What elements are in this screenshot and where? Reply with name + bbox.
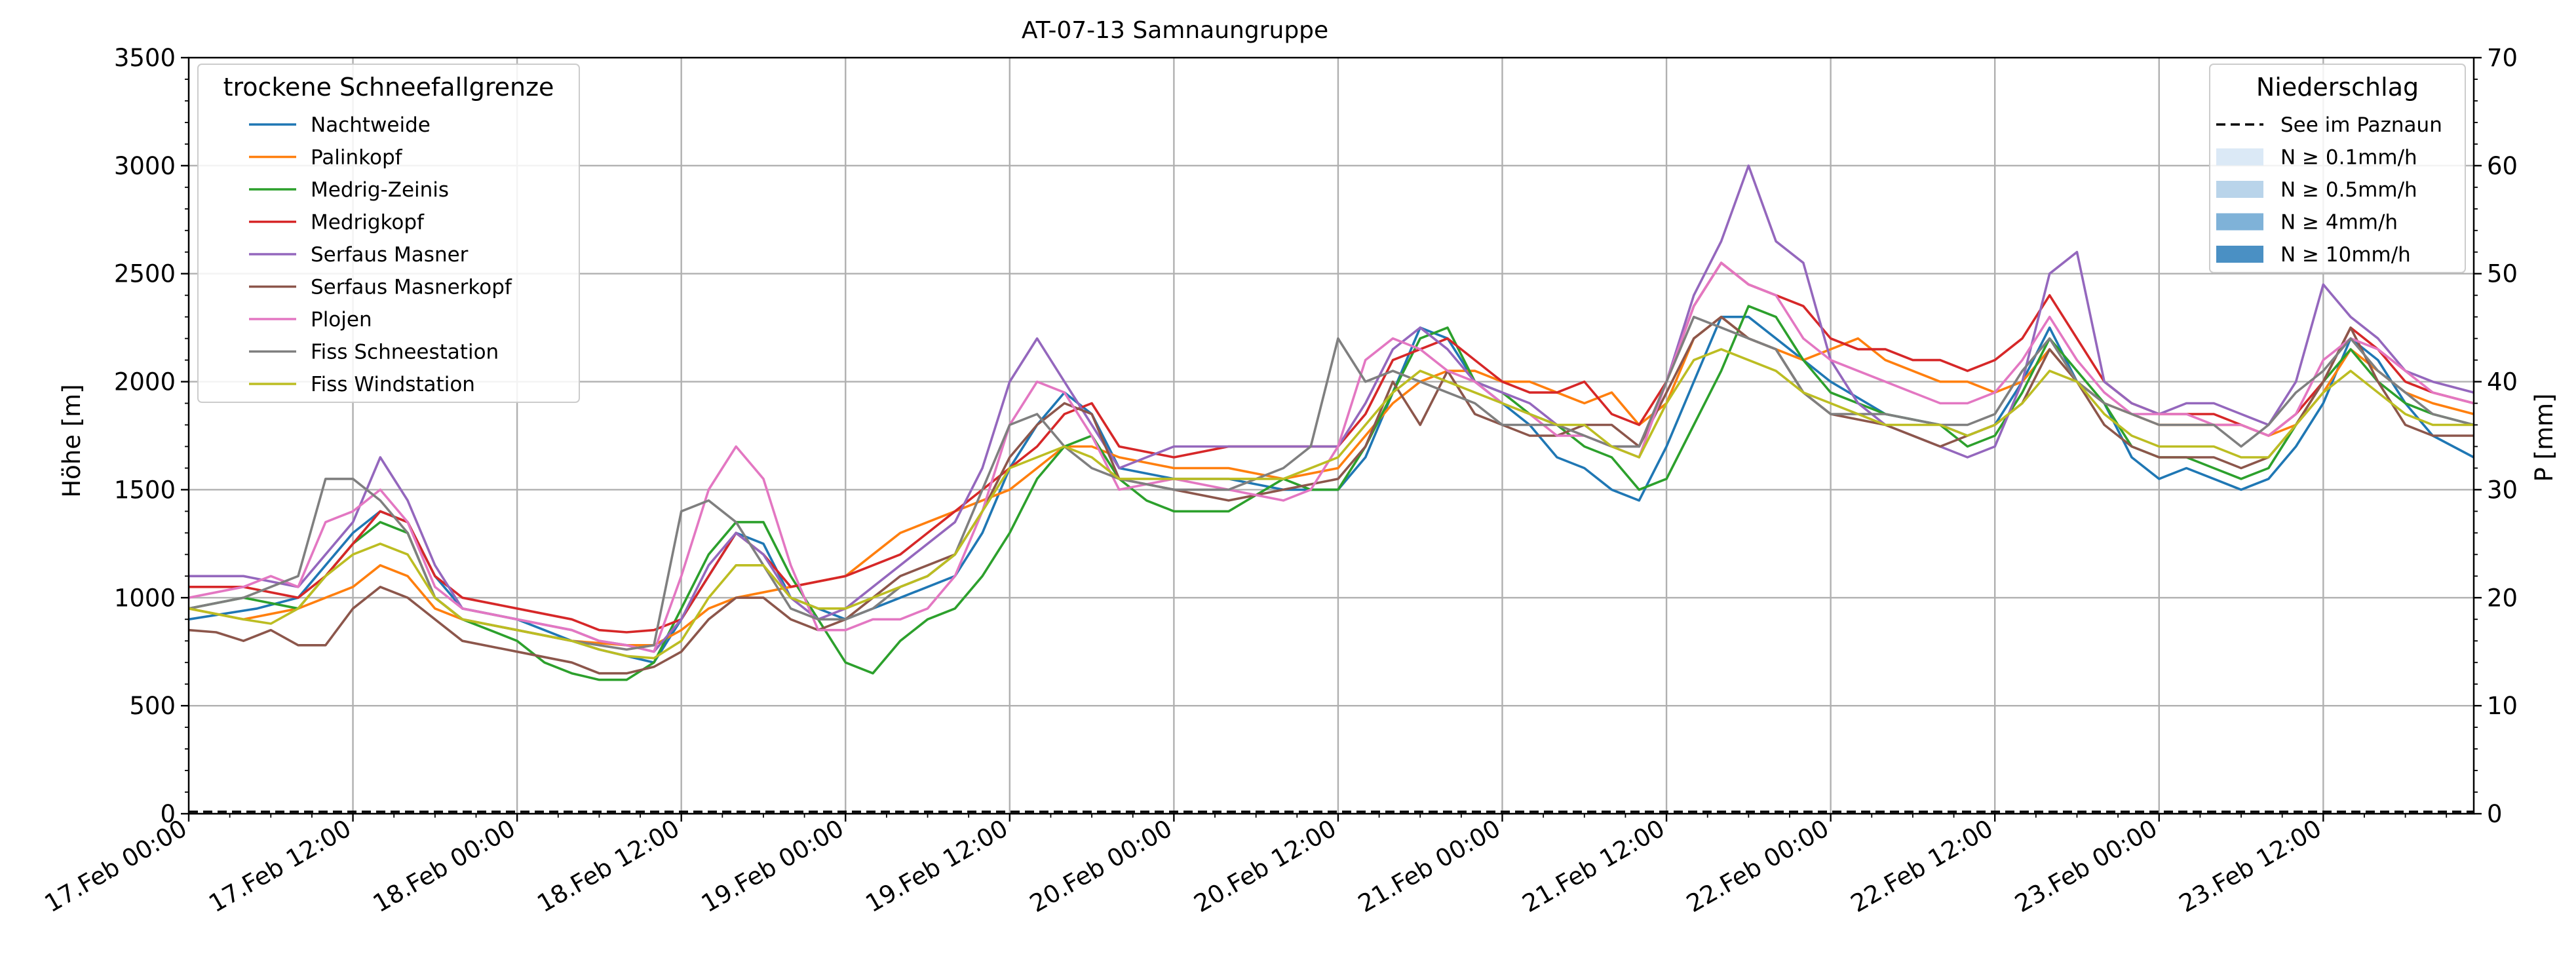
y2-tick-label: 60 [2487, 152, 2518, 180]
legend-right-label: N ≥ 4mm/h [2280, 211, 2398, 235]
legend-right-title: Niederschlag [2256, 73, 2419, 102]
series-line [188, 348, 2474, 660]
legend-left-label: Medrig-Zeinis [311, 178, 449, 202]
legend-left-label: Fiss Schneestation [311, 341, 499, 364]
y2-tick-label: 20 [2487, 584, 2518, 612]
y-tick-label: 3500 [114, 44, 176, 72]
series-line [188, 261, 2474, 653]
y2-tick-label: 30 [2487, 476, 2518, 504]
y-tick-label: 3000 [114, 152, 176, 180]
legend-right-label: N ≥ 0.1mm/h [2280, 146, 2417, 170]
series-line [188, 305, 2474, 681]
y2-tick-label: 0 [2487, 800, 2503, 828]
series-line [188, 315, 2474, 675]
y2-axis-label: P [mm] [2530, 393, 2558, 482]
y-tick-label: 2000 [114, 368, 176, 396]
y-tick-label: 0 [160, 800, 176, 828]
legend-right-swatch [2216, 213, 2263, 231]
plot-frame [187, 56, 2475, 815]
y2-tick-label: 50 [2487, 260, 2518, 288]
y-tick-label: 500 [129, 692, 176, 720]
legend-right-box [2209, 64, 2466, 273]
legend-right-label: N ≥ 0.5mm/h [2280, 178, 2417, 202]
legend-left-label: Palinkopf [311, 146, 403, 170]
y-tick-label: 1000 [114, 584, 176, 612]
legend-left-label: Serfaus Masner [311, 243, 469, 267]
legend-left-label: Serfaus Masnerkopf [311, 276, 512, 299]
legend-left-label: Fiss Windstation [311, 373, 475, 396]
legend-left-title: trockene Schneefallgrenze [223, 73, 554, 102]
legend-right-swatch [2216, 246, 2263, 263]
legend-left-label: Plojen [311, 308, 372, 332]
y2-tick-label: 40 [2487, 368, 2518, 396]
y-axis-label: Höhe [m] [58, 384, 86, 497]
y2-tick-label: 10 [2487, 692, 2518, 720]
legend-right-label: See im Paznaun [2280, 113, 2442, 137]
series-layer [188, 164, 2474, 681]
legend-right-label: N ≥ 10mm/h [2280, 243, 2411, 267]
y2-tick-label: 70 [2487, 44, 2518, 72]
series-line [188, 315, 2474, 651]
legend-right-swatch [2216, 148, 2263, 166]
y-tick-label: 1500 [114, 476, 176, 504]
y-tick-label: 2500 [114, 260, 176, 288]
legend-left: trockene Schneefallgrenze Nachtweide Palin… [197, 64, 580, 403]
legend-left-label: Nachtweide [311, 113, 431, 137]
legend-left-label: Medrigkopf [311, 211, 425, 235]
chart-title: AT-07-13 Samnaungruppe [1022, 17, 1328, 44]
legend-right-swatch [2216, 181, 2263, 198]
legend-right: Niederschlag See im Paznaun N ≥ 0.1mm/h N ≥… [2209, 64, 2466, 273]
legend-left-box [197, 64, 580, 403]
